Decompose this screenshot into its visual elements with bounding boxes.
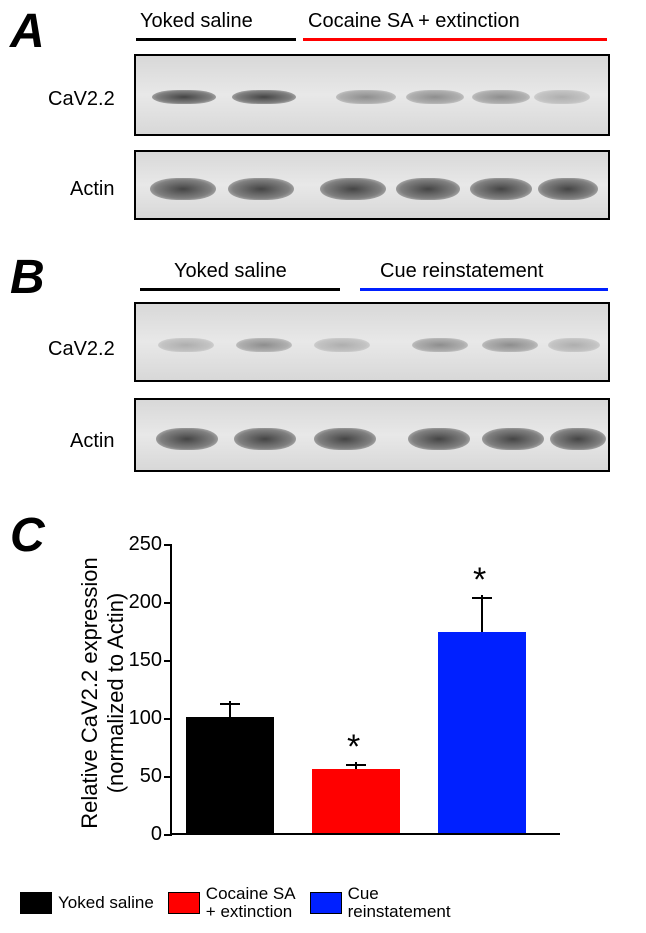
blot-row-label: CaV2.2 (48, 88, 115, 111)
bar-cocaine-sa-extinction (312, 769, 400, 833)
y-tick-label: 50 (112, 765, 162, 788)
y-axis-label-line1: Relative CaV2.2 expression (77, 553, 103, 833)
y-tick (164, 834, 172, 836)
blot-band (472, 90, 530, 104)
legend: Yoked saline Cocaine SA+ extinction Cuerei… (20, 880, 626, 925)
blot-band (314, 338, 370, 352)
bar-chart: ** (170, 545, 560, 860)
plot-area: ** (170, 545, 560, 835)
condition-label: Cue reinstatement (380, 260, 543, 283)
legend-swatch (20, 892, 52, 914)
panel-b-label: B (10, 250, 45, 305)
blot-band (156, 428, 218, 450)
legend-text: Cuereinstatement (348, 885, 451, 921)
y-tick-label: 0 (112, 823, 162, 846)
blot-band (482, 338, 538, 352)
condition-label: Cocaine SA + extinction (308, 10, 520, 33)
bar-yoked-saline (186, 717, 274, 833)
blot-band (396, 178, 460, 200)
blot-band (470, 178, 532, 200)
blot-band (158, 338, 214, 352)
condition-underline (136, 38, 296, 41)
blot-row-label: Actin (70, 430, 114, 453)
legend-text: Cocaine SA+ extinction (206, 885, 296, 921)
blot-band (152, 90, 216, 104)
y-tick (164, 544, 172, 546)
blot-band (550, 428, 606, 450)
condition-underline (360, 288, 608, 291)
blot-band (150, 178, 216, 200)
blot-band (336, 90, 396, 104)
condition-underline (303, 38, 607, 41)
legend-item: Cocaine SA+ extinction (168, 885, 296, 921)
blot-band (228, 178, 294, 200)
panel-a-label: A (10, 4, 45, 59)
y-tick-label: 200 (112, 591, 162, 614)
blot-band (482, 428, 544, 450)
blot-band (538, 178, 598, 200)
y-tick (164, 660, 172, 662)
y-tick-label: 150 (112, 649, 162, 672)
blot-row-label: CaV2.2 (48, 338, 115, 361)
y-tick-label: 100 (112, 707, 162, 730)
significance-star: * (347, 728, 360, 767)
blot-band (548, 338, 600, 352)
blot-box (134, 398, 610, 472)
blot-band (408, 428, 470, 450)
y-tick (164, 602, 172, 604)
bar-cue-reinstatement (438, 632, 526, 833)
blot-band (534, 90, 590, 104)
blot-band (314, 428, 376, 450)
condition-underline (140, 288, 340, 291)
legend-item: Yoked saline (20, 892, 154, 914)
blot-row-label: Actin (70, 178, 114, 201)
error-cap (220, 703, 240, 705)
y-tick (164, 776, 172, 778)
condition-label: Yoked saline (174, 260, 287, 283)
blot-band (236, 338, 292, 352)
legend-item: Cuereinstatement (310, 885, 451, 921)
y-tick-label: 250 (112, 533, 162, 556)
panel-c-label: C (10, 508, 45, 563)
condition-label: Yoked saline (140, 10, 253, 33)
blot-band (406, 90, 464, 104)
legend-text: Yoked saline (58, 894, 154, 912)
blot-band (232, 90, 296, 104)
legend-swatch (168, 892, 200, 914)
error-bar (481, 595, 483, 632)
y-tick (164, 718, 172, 720)
blot-band (320, 178, 386, 200)
blot-band (234, 428, 296, 450)
legend-swatch (310, 892, 342, 914)
blot-band (412, 338, 468, 352)
blot-box (134, 54, 610, 136)
significance-star: * (473, 561, 486, 600)
blot-box (134, 150, 610, 220)
blot-box (134, 302, 610, 382)
